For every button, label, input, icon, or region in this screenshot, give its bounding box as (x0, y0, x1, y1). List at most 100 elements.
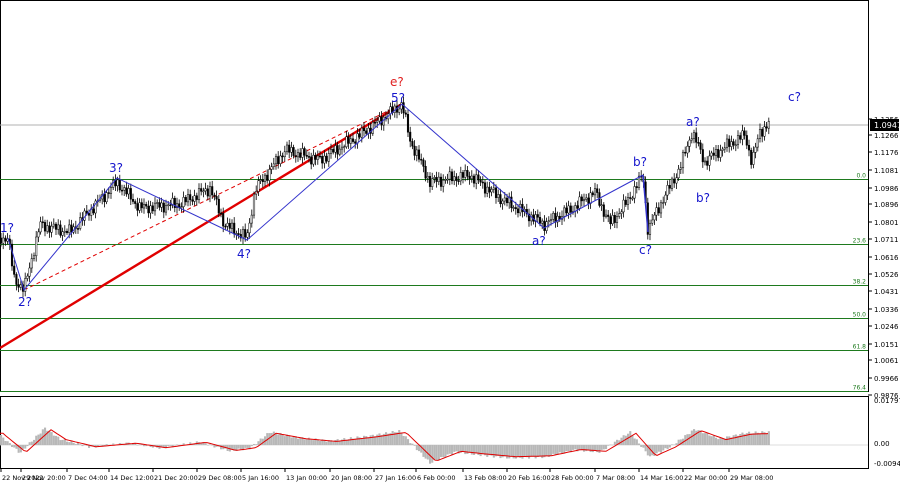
candle-body (578, 196, 581, 209)
candle-body (294, 155, 297, 158)
oscillator-bar (279, 433, 282, 445)
candle-body (307, 156, 311, 158)
candle-body (422, 159, 425, 167)
oscillator-bar (721, 438, 724, 445)
oscillator-bar (55, 435, 58, 445)
fib-level-label: 23.6 (853, 238, 867, 245)
candle-body (140, 202, 143, 209)
oscillator-panel-frame (0, 396, 869, 469)
time-tick-label: 28 Feb 00:00 (551, 474, 594, 482)
oscillator-bar (272, 431, 275, 445)
oscillator-bar (627, 433, 630, 445)
candle-body (389, 106, 392, 114)
oscillator-bar (0, 435, 3, 445)
candle-body (499, 194, 502, 205)
candle-body (563, 207, 566, 217)
oscillator-bar (657, 445, 660, 452)
candle-body (514, 207, 517, 210)
candle-body (442, 179, 445, 187)
wave-line-b (642, 174, 649, 233)
oscillator-bar (96, 445, 99, 447)
candle-body (290, 147, 293, 153)
oscillator-bar (202, 442, 205, 445)
oscillator-bar (576, 445, 579, 452)
candle-body (279, 155, 282, 164)
oscillator-bar (536, 445, 539, 457)
oscillator-bar (380, 435, 383, 445)
time-tick-label: 27 Jan 16:00 (375, 474, 416, 482)
candle-body (103, 194, 106, 203)
price-tick-label: 1.1266 (874, 132, 899, 140)
oscillator-bar (332, 441, 335, 445)
oscillator-bar (710, 436, 713, 445)
candle-body (662, 202, 665, 204)
candle-body (125, 187, 128, 195)
price-tick-label: 1.0526 (874, 271, 899, 279)
oscillator-bar (182, 443, 185, 445)
oscillator-bar (431, 445, 434, 463)
oscillator-bar (169, 445, 172, 446)
oscillator-bar (367, 437, 370, 445)
candle-body (332, 149, 335, 153)
candle-body (695, 132, 698, 143)
candle-body (180, 206, 183, 208)
candle-body (734, 144, 737, 147)
oscillator-bar (499, 445, 502, 459)
candle-body (266, 174, 269, 181)
candle-body (635, 186, 638, 188)
candle-body (136, 203, 139, 211)
candle-body (305, 154, 308, 157)
oscillator-bar (8, 443, 11, 445)
candle-body (197, 188, 201, 200)
candle-body (486, 186, 489, 194)
oscillator-bar (554, 445, 557, 455)
candle-body (118, 179, 121, 191)
oscillator-bar (145, 445, 148, 447)
oscillator-bar (396, 432, 399, 445)
candle-body (450, 171, 454, 182)
candle-body (490, 189, 493, 193)
candle-body (732, 141, 735, 146)
oscillator-bar (719, 437, 722, 445)
price-tick-label: 1.0431 (874, 288, 899, 296)
oscillator-bar (292, 436, 295, 445)
oscillator-bar (360, 438, 363, 445)
oscillator-bar (565, 445, 568, 452)
oscillator-bar (415, 445, 418, 451)
oscillator-bar (68, 442, 71, 445)
candle-body (37, 231, 40, 238)
candle-body (580, 196, 583, 202)
candle-body (745, 135, 748, 146)
candle-body (349, 138, 352, 144)
oscillator-bar (444, 445, 447, 458)
oscillator-bar (385, 432, 388, 445)
oscillator-bar (433, 445, 436, 460)
oscillator-bar (666, 445, 669, 450)
oscillator-bar (558, 445, 561, 453)
oscillator-bar (248, 445, 251, 450)
oscillator-bar (741, 432, 744, 445)
candle-body (109, 187, 113, 194)
candle-body (39, 221, 42, 233)
oscillator-bar (268, 433, 271, 445)
candle-body (428, 176, 432, 187)
candle-body (325, 155, 328, 162)
candle-body (373, 122, 377, 124)
time-tick-label: 29 Nov 20:00 (22, 474, 66, 482)
oscillator-bar (352, 438, 355, 445)
oscillator-bar (50, 432, 53, 445)
oscillator-bar (44, 427, 47, 445)
candle-body (613, 215, 616, 223)
oscillator-bar (761, 431, 764, 445)
oscillator-bar (594, 445, 597, 451)
candle-body (758, 129, 762, 139)
oscillator-bar (429, 445, 432, 464)
oscillator-bar (477, 445, 480, 455)
oscillator-bar (22, 445, 25, 449)
wave-label: b? (633, 155, 647, 169)
oscillator-bar (349, 437, 352, 445)
oscillator-bar (673, 444, 676, 445)
oscillator-bar (305, 439, 308, 445)
candle-body (648, 222, 652, 235)
candle-body (754, 146, 757, 153)
